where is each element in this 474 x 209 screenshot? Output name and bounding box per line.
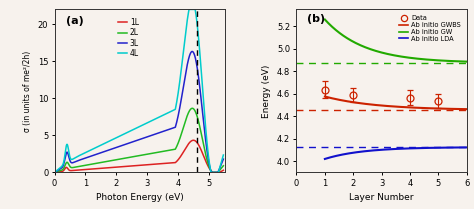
2L — [130, 155, 136, 158]
1L — [53, 171, 59, 173]
3L — [53, 170, 59, 173]
3L — [209, 171, 214, 174]
2L — [190, 107, 195, 110]
1L — [130, 165, 136, 167]
2L — [216, 170, 221, 173]
3L — [220, 158, 226, 160]
3L — [185, 61, 191, 64]
Y-axis label: σ (in units of me²/2h): σ (in units of me²/2h) — [23, 50, 32, 131]
Text: (b): (b) — [307, 14, 325, 24]
3L — [130, 140, 136, 143]
2L — [220, 164, 226, 167]
4L — [135, 126, 140, 129]
3L — [135, 139, 140, 141]
4L — [216, 170, 221, 173]
1L — [216, 171, 221, 174]
4L — [186, 8, 192, 11]
1L — [185, 144, 191, 146]
4L — [130, 129, 136, 131]
Y-axis label: Energy (eV): Energy (eV) — [263, 64, 272, 118]
2L — [135, 155, 140, 157]
Legend: 1L, 2L, 3L, 4L: 1L, 2L, 3L, 4L — [115, 15, 142, 61]
Line: 4L: 4L — [56, 9, 223, 172]
3L — [189, 50, 195, 53]
3L — [62, 159, 67, 162]
1L — [216, 171, 221, 174]
4L — [208, 171, 214, 174]
2L — [62, 165, 67, 168]
X-axis label: Photon Energy (eV): Photon Energy (eV) — [96, 193, 183, 202]
4L — [220, 154, 226, 156]
2L — [209, 171, 215, 174]
4L — [62, 156, 67, 158]
1L — [210, 171, 216, 174]
3L — [216, 169, 221, 172]
Line: 3L: 3L — [56, 51, 223, 172]
Legend: Data, Ab initio GWBS, Ab initio GW, Ab initio LDA: Data, Ab initio GWBS, Ab initio GW, Ab i… — [396, 13, 464, 45]
2L — [216, 170, 221, 173]
3L — [216, 169, 221, 172]
X-axis label: Layer Number: Layer Number — [349, 193, 414, 202]
1L — [135, 164, 140, 167]
1L — [191, 139, 196, 141]
1L — [62, 168, 67, 171]
4L — [53, 170, 59, 172]
2L — [53, 171, 59, 173]
Line: 2L: 2L — [56, 108, 223, 172]
Text: (a): (a) — [66, 16, 84, 26]
4L — [216, 170, 221, 173]
2L — [185, 113, 191, 116]
4L — [185, 15, 191, 18]
1L — [220, 169, 226, 172]
Line: 1L: 1L — [56, 140, 223, 172]
